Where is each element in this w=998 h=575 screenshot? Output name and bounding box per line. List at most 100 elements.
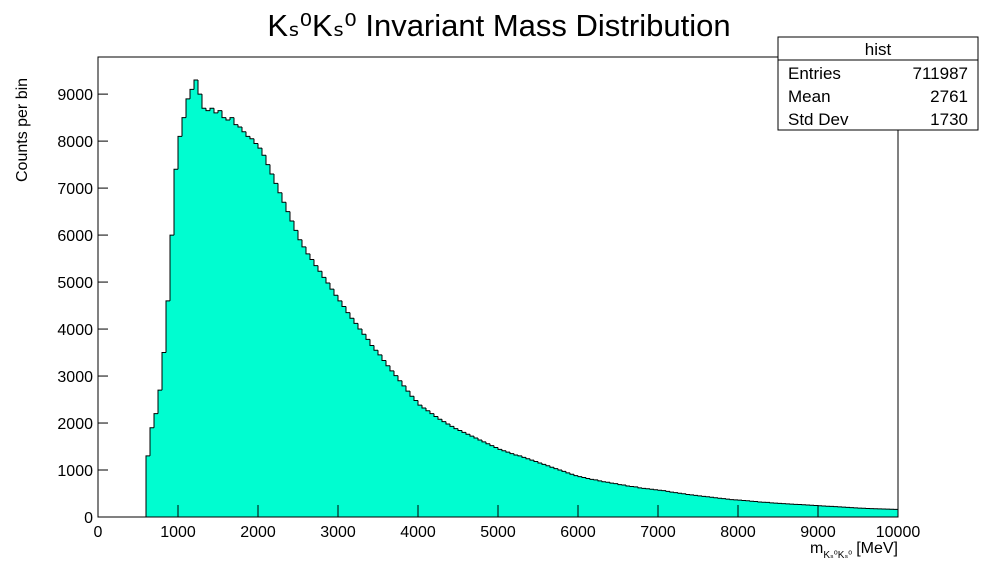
bar: [358, 329, 362, 517]
bar-outline: [565, 471, 570, 474]
bar-outline: [397, 375, 402, 382]
bar: [446, 423, 450, 517]
bar: [758, 501, 762, 517]
y-tick-label: 6000: [57, 228, 93, 245]
bar-outline: [489, 443, 494, 447]
bar: [154, 413, 158, 517]
bar-outline: [209, 107, 214, 111]
bar-outline: [165, 300, 170, 353]
bar: [602, 481, 606, 517]
bar-outline: [293, 220, 298, 231]
bar-outline: [309, 253, 314, 261]
bar-outline: [425, 407, 430, 412]
x-tick-label: 0: [94, 524, 103, 541]
bar: [806, 505, 810, 517]
stats-key: Std Dev: [788, 110, 849, 129]
bar: [690, 494, 694, 517]
bar: [498, 449, 502, 517]
bar-outline: [561, 470, 566, 472]
y-tick-label: 2000: [57, 416, 93, 433]
bar-outline: [513, 453, 518, 456]
bar: [150, 427, 154, 517]
bar: [882, 509, 886, 517]
bar: [302, 246, 306, 517]
bar-outline: [345, 306, 350, 314]
bar: [390, 370, 394, 517]
bar-outline: [205, 108, 210, 112]
bar-outline: [545, 464, 550, 467]
bar: [290, 220, 294, 518]
bar-outline: [313, 259, 318, 267]
bar: [406, 391, 410, 517]
bar-outline: [461, 430, 466, 433]
x-tick-label: 2000: [240, 524, 276, 541]
bar-outline: [493, 445, 498, 448]
bar: [166, 300, 170, 517]
bar-outline: [321, 271, 326, 278]
bar: [694, 495, 698, 517]
bar-outline: [533, 460, 538, 463]
bar: [726, 499, 730, 517]
bar-outline: [669, 491, 674, 493]
bar: [746, 500, 750, 517]
bar-outline: [413, 396, 418, 401]
bar-outline: [273, 173, 278, 184]
bar-outline: [361, 329, 366, 335]
bar-outline: [609, 482, 614, 484]
x-tick-label: 9000: [800, 524, 836, 541]
x-tick-label: 8000: [720, 524, 756, 541]
bar: [438, 419, 442, 517]
bar-outline: [333, 289, 338, 296]
bar-outline: [569, 472, 574, 475]
bar: [214, 112, 218, 518]
bar: [762, 502, 766, 517]
bar: [878, 508, 882, 517]
x-tick-label: 4000: [400, 524, 436, 541]
x-label-unit: [MeV]: [856, 540, 898, 557]
bar: [802, 504, 806, 517]
bar: [310, 259, 314, 517]
bar: [626, 485, 630, 517]
bar-outline: [665, 490, 670, 492]
bar: [710, 497, 714, 517]
bar: [366, 339, 370, 517]
stats-frame: [777, 36, 979, 131]
bar-outline: [281, 192, 286, 203]
bar-outline: [185, 98, 190, 118]
bar-outline: [245, 131, 250, 137]
bar-outline: [369, 339, 374, 346]
bar-outline: [365, 334, 370, 340]
bar: [282, 202, 286, 517]
bar-outline: [381, 354, 386, 362]
bar-outline: [277, 183, 282, 194]
bar: [422, 407, 426, 517]
bar: [222, 117, 226, 518]
bar-outline: [637, 486, 642, 489]
bar: [782, 503, 786, 517]
bar-outline: [449, 423, 454, 427]
bar: [454, 428, 458, 517]
bar-outline: [253, 138, 258, 144]
bar: [718, 498, 722, 517]
bar: [738, 500, 742, 517]
bar-outline: [477, 438, 482, 441]
bar: [350, 318, 354, 517]
bar-outline: [445, 421, 450, 425]
bar: [606, 482, 610, 517]
bar: [334, 295, 338, 517]
bar-outline: [377, 350, 382, 356]
bar: [530, 460, 534, 517]
bar: [838, 506, 842, 517]
bar: [478, 439, 482, 517]
bar-outline: [457, 428, 462, 432]
bar-outline: [393, 370, 398, 377]
stats-value: 1730: [930, 110, 968, 129]
bar: [622, 485, 626, 517]
bar: [198, 94, 202, 517]
bar: [258, 148, 262, 517]
bar: [414, 400, 418, 517]
bar: [410, 396, 414, 517]
bar: [598, 480, 602, 517]
bar: [630, 486, 634, 517]
bar: [274, 183, 278, 517]
